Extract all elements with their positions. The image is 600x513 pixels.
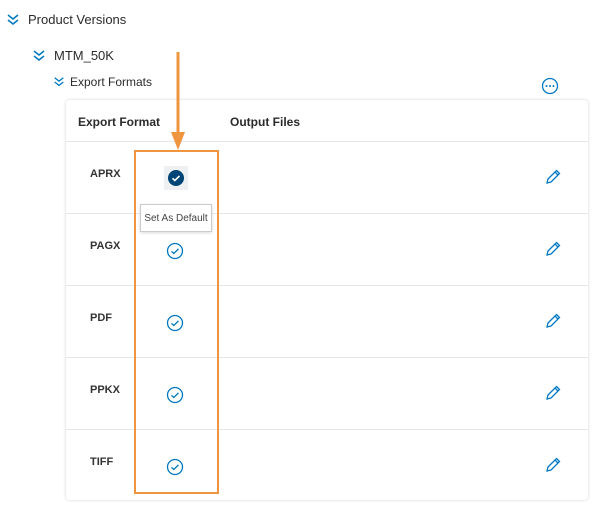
table-row: TIFF: [66, 430, 588, 502]
tree-item-mtm-50k[interactable]: MTM_50K: [32, 48, 114, 63]
export-formats-table: Export Format Output Files APRX PAGX PDF…: [66, 100, 588, 500]
table-header: Export Format Output Files: [66, 100, 588, 142]
column-header: Output Files: [230, 115, 300, 129]
export-format-name: PAGX: [90, 240, 121, 252]
more-options-icon[interactable]: [541, 77, 559, 95]
pencil-icon[interactable]: [544, 312, 562, 330]
check-circle-icon[interactable]: [166, 242, 184, 260]
column-header: Export Format: [78, 115, 161, 129]
table-row: APRX: [66, 142, 588, 214]
annotation-highlight-box: [134, 150, 219, 494]
set-default-button[interactable]: [164, 166, 188, 190]
pencil-icon[interactable]: [544, 456, 562, 474]
check-circle-icon[interactable]: [166, 458, 184, 476]
pencil-icon[interactable]: [544, 240, 562, 258]
tree-item-product-versions[interactable]: Product Versions: [6, 12, 126, 27]
tree-label: Export Formats: [70, 75, 153, 89]
check-circle-icon[interactable]: [166, 314, 184, 332]
tree-item-export-formats[interactable]: Export Formats: [53, 75, 152, 89]
export-format-name: PDF: [90, 312, 112, 324]
table-row: PAGX: [66, 214, 588, 286]
chevron-double-down-icon: [33, 49, 45, 61]
tooltip: Set As Default: [140, 204, 212, 232]
pencil-icon[interactable]: [544, 384, 562, 402]
check-circle-icon[interactable]: [166, 386, 184, 404]
tree-label: MTM_50K: [54, 48, 114, 63]
table-row: PPKX: [66, 358, 588, 430]
export-format-name: TIFF: [90, 456, 114, 468]
export-format-name: PPKX: [90, 384, 120, 396]
table-row: PDF: [66, 286, 588, 358]
chevron-double-down-icon: [54, 77, 64, 87]
pencil-icon[interactable]: [544, 168, 562, 186]
check-circle-filled-icon: [168, 170, 184, 186]
tree-label: Product Versions: [28, 12, 127, 27]
export-format-name: APRX: [90, 168, 121, 180]
annotation-arrow: [171, 52, 185, 150]
chevron-double-down-icon: [7, 13, 19, 25]
